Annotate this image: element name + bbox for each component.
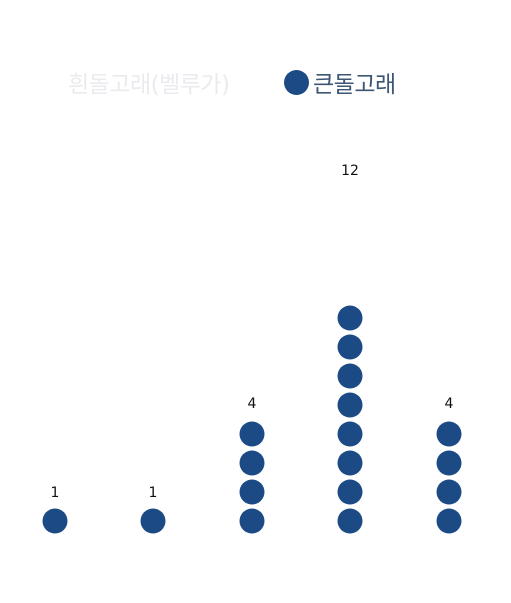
pictogram-dot[interactable]: [337, 479, 363, 505]
pictogram-dot[interactable]: [337, 392, 363, 418]
pictogram-dot[interactable]: [239, 421, 265, 447]
data-label: 1: [149, 485, 158, 501]
pictogram-dot[interactable]: [337, 334, 363, 360]
pictogram-dot[interactable]: [337, 363, 363, 389]
pictogram-dot[interactable]: [436, 450, 462, 476]
legend-item-beluga[interactable]: 흰돌고래(벨루가): [68, 64, 230, 100]
data-label: 4: [248, 396, 257, 412]
pictogram-dot[interactable]: [239, 450, 265, 476]
pictogram-dot[interactable]: [436, 421, 462, 447]
pictogram-dot[interactable]: [140, 508, 166, 534]
legend-swatch-bottlenose: [284, 69, 309, 95]
data-label: 1: [51, 485, 60, 501]
pictogram-dot[interactable]: [337, 508, 363, 534]
pictogram-dot[interactable]: [436, 479, 462, 505]
data-label: 4: [445, 396, 454, 412]
pictogram-dot[interactable]: [239, 508, 265, 534]
legend-label-bottlenose: 큰돌고래: [313, 72, 396, 98]
pictogram-dot[interactable]: [337, 450, 363, 476]
pictogram-dot[interactable]: [337, 305, 363, 331]
pictogram-dot[interactable]: [436, 508, 462, 534]
data-label: 12: [341, 163, 359, 179]
pictogram-dot[interactable]: [42, 508, 68, 534]
legend-label-beluga: 흰돌고래(벨루가): [68, 72, 230, 98]
legend-item-bottlenose[interactable]: 큰돌고래: [284, 64, 396, 100]
pictogram-dot[interactable]: [337, 421, 363, 447]
pictogram-dot[interactable]: [239, 479, 265, 505]
